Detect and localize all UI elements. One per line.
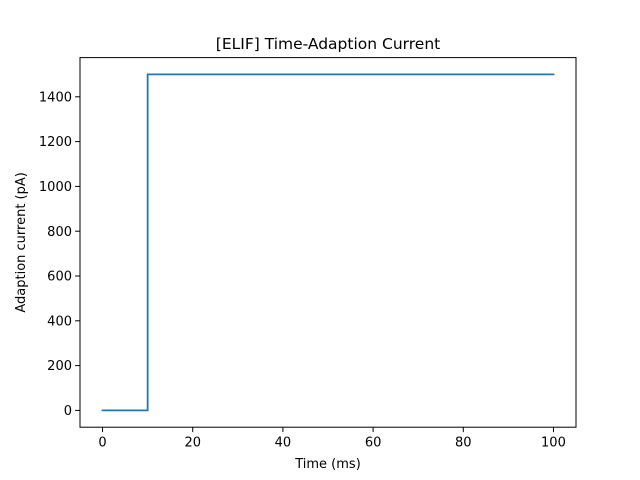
- y-tick-label: 400: [47, 314, 72, 329]
- y-tick-label: 200: [47, 359, 72, 374]
- series-layer: [101, 73, 555, 412]
- chart-title: [ELIF] Time-Adaption Current: [216, 35, 440, 53]
- y-tick-label: 1200: [39, 135, 72, 150]
- y-tick-label: 1000: [39, 180, 72, 195]
- x-tick-label: 80: [455, 436, 472, 451]
- plot-frame: [79, 57, 577, 428]
- x-tick-label: 20: [184, 436, 201, 451]
- x-axis-label: Time (ms): [294, 457, 361, 472]
- y-tick-label: 600: [47, 270, 72, 285]
- y-axis-label: Adaption current (pA): [14, 172, 29, 313]
- series-line: [101, 73, 555, 412]
- y-tick-label: 0: [64, 404, 72, 419]
- x-tick-label: 100: [541, 436, 566, 451]
- x-tick-label: 40: [275, 436, 292, 451]
- x-tick-label: 0: [98, 436, 106, 451]
- x-tick-label: 60: [365, 436, 382, 451]
- y-tick-label: 1400: [39, 90, 72, 105]
- y-tick-label: 800: [47, 225, 72, 240]
